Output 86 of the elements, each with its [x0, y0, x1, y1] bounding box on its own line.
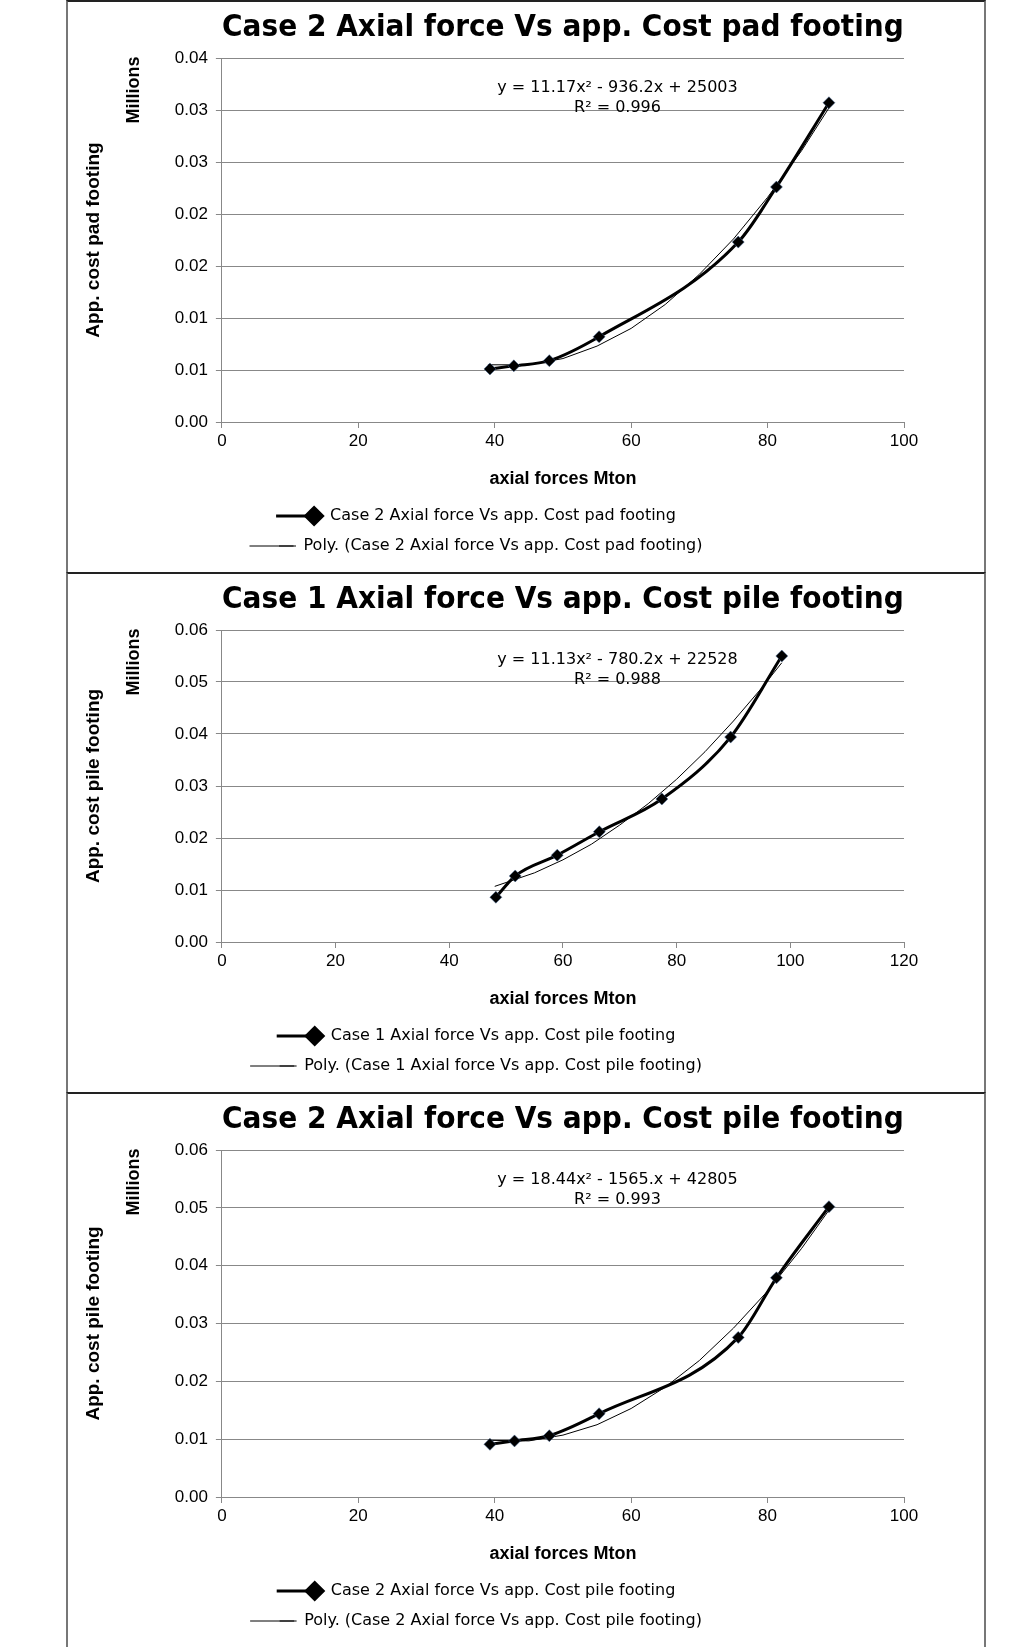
annotation: R² = 0.993	[574, 1189, 661, 1209]
text: Millions	[122, 1148, 143, 1216]
y-tick-label: 0.02	[174, 1371, 208, 1391]
legend-label: Case 2 Axial force Vs app. Cost pile footing	[330, 1580, 676, 1600]
x-tick-label: 40	[485, 1505, 505, 1525]
point	[507, 359, 521, 373]
y-tick-label: 0.02	[174, 827, 208, 847]
x-axis-title: axial forces Mton	[489, 988, 637, 1009]
point	[724, 730, 737, 744]
y-tick-label: 0.03	[174, 775, 208, 795]
chart-title: Case 2 Axial force Vs app. Cost pile footing	[222, 1099, 904, 1136]
y-axis-title: App. cost pile footing	[81, 688, 103, 884]
y-tick-label: 0.05	[174, 671, 208, 691]
point	[489, 891, 503, 904]
y-tick-label: 0.01	[174, 1428, 208, 1448]
y-tick-label: 0.06	[174, 619, 208, 639]
point	[775, 649, 789, 663]
point	[592, 1407, 606, 1420]
x-axis-title: axial forces Mton	[489, 1543, 637, 1564]
y-axis-title: App. cost pad footing	[81, 142, 103, 338]
point	[822, 1200, 836, 1213]
y-tick-label: 0.05	[174, 1197, 208, 1217]
point	[770, 1271, 783, 1285]
legend-label: Poly. (Case 2 Axial force Vs app. Cost pile footing)	[304, 1610, 702, 1630]
y-tick-label: 0.04	[174, 1255, 208, 1275]
x-tick-label: 40	[485, 430, 505, 450]
x-tick-label: 20	[348, 430, 368, 450]
text: Millions	[122, 628, 143, 696]
point	[732, 1331, 745, 1344]
chart-title: Case 1 Axial force Vs app. Cost pile footing	[222, 579, 904, 616]
point	[593, 825, 606, 839]
annotation: R² = 0.988	[574, 669, 661, 689]
x-tick-label: 100	[889, 1505, 919, 1525]
y-tick-label: 0.00	[174, 931, 208, 951]
x-tick-label: 0	[217, 430, 227, 450]
y-tick-label: 0.00	[174, 411, 208, 431]
y-tick-label: 0.01	[174, 307, 208, 327]
point	[655, 792, 669, 806]
x-tick-label: 100	[776, 950, 805, 970]
x-tick-label: 80	[667, 950, 687, 970]
x-tick-label: 0	[217, 1505, 227, 1525]
point	[770, 180, 783, 194]
annotation: y = 11.17x² - 936.2x + 25003	[497, 77, 738, 97]
x-tick-label: 80	[758, 430, 778, 450]
point	[543, 354, 556, 367]
x-tick-label: 20	[348, 1505, 368, 1525]
x-tick-label: 80	[758, 1505, 778, 1525]
x-tick-label: 60	[621, 1505, 641, 1525]
y-tick-label: 0.00	[174, 1486, 208, 1506]
y-axis-title: App. cost pile footing	[81, 1226, 103, 1421]
y-tick-label: 0.03	[174, 1313, 208, 1333]
annotation: R² = 0.996	[574, 97, 661, 117]
text: Millions	[122, 56, 143, 124]
y-tick-label: 0.04	[174, 723, 208, 743]
legend-label: Case 2 Axial force Vs app. Cost pad footing	[330, 505, 676, 525]
x-tick-label: 60	[553, 950, 573, 970]
legend-label: Poly. (Case 2 Axial force Vs app. Cost pad footing)	[303, 535, 703, 555]
point	[508, 869, 522, 883]
point	[822, 96, 836, 109]
point	[508, 1434, 521, 1448]
annotation: y = 18.44x² - 1565.x + 42805	[497, 1169, 738, 1189]
point	[592, 330, 606, 343]
point	[732, 235, 745, 249]
y-tick-label: 0.03	[174, 99, 208, 119]
x-tick-label: 120	[889, 950, 919, 970]
x-tick-label: 40	[439, 950, 459, 970]
y-tick-label: 0.03	[174, 151, 208, 171]
chart-title: Case 2 Axial force Vs app. Cost pad footing	[222, 7, 904, 44]
legend-label: Case 1 Axial force Vs app. Cost pile footing	[330, 1025, 676, 1045]
y-tick-label: 0.02	[174, 255, 208, 275]
y-tick-label: 0.01	[174, 359, 208, 379]
point	[483, 1438, 497, 1451]
legend-label: Poly. (Case 1 Axial force Vs app. Cost pile footing)	[304, 1055, 702, 1075]
x-tick-label: 20	[326, 950, 346, 970]
point	[543, 1429, 556, 1442]
point	[551, 848, 564, 862]
x-tick-label: 60	[621, 430, 641, 450]
y-tick-label: 0.04	[174, 47, 208, 67]
y-tick-label: 0.01	[174, 879, 208, 899]
y-tick-label: 0.06	[174, 1139, 208, 1159]
x-tick-label: 0	[217, 950, 227, 970]
point	[483, 362, 497, 376]
y-tick-label: 0.02	[174, 203, 208, 223]
x-tick-label: 100	[889, 430, 919, 450]
annotation: y = 11.13x² - 780.2x + 22528	[497, 649, 738, 669]
x-axis-title: axial forces Mton	[489, 468, 637, 489]
